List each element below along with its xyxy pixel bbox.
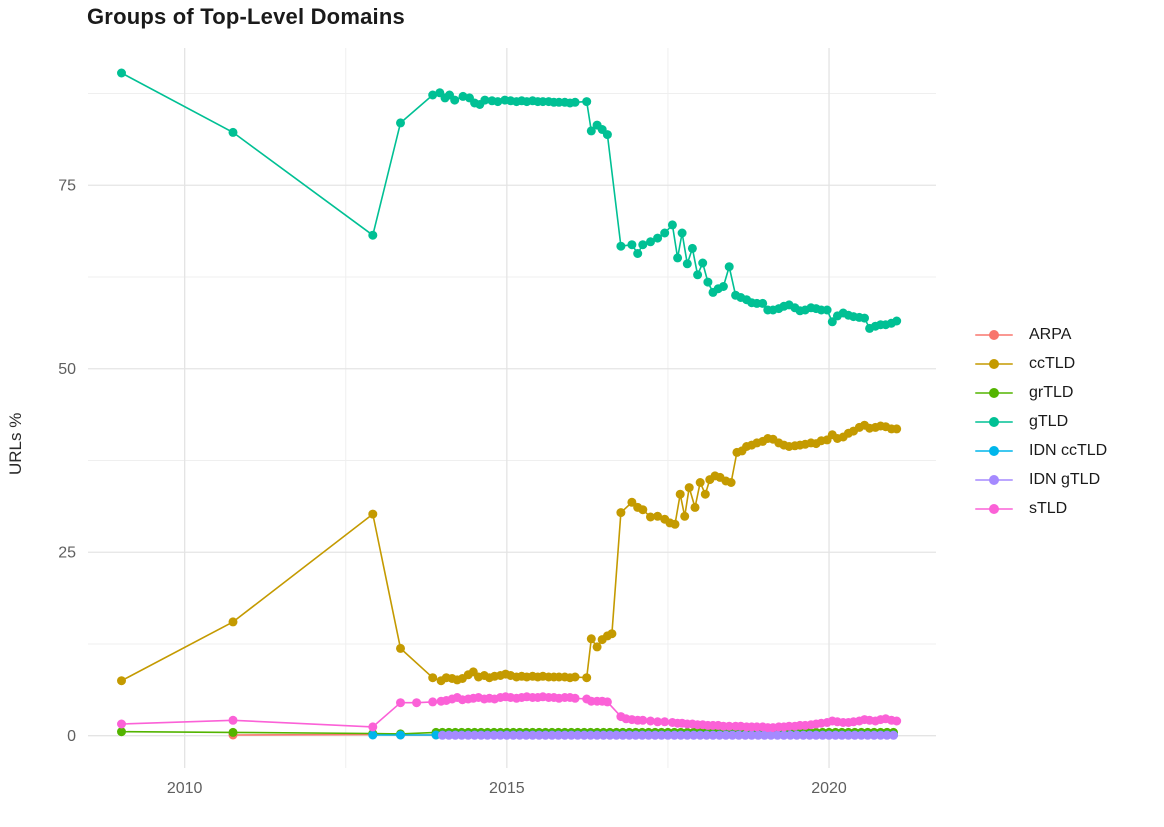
y-tick-label: 50 <box>58 361 76 378</box>
legend-item-grtld: grTLD <box>975 378 1107 407</box>
legend-key-arpa <box>975 328 1013 342</box>
x-tick-label: 2015 <box>489 780 525 797</box>
legend-key-grtld <box>975 386 1013 400</box>
x-tick-label: 2010 <box>167 780 203 797</box>
legend-key-idn-cctld <box>975 444 1013 458</box>
legend-label: gTLD <box>1029 412 1069 430</box>
legend-label: IDN ccTLD <box>1029 441 1108 459</box>
legend-label: ccTLD <box>1029 354 1076 372</box>
legend-label: grTLD <box>1029 383 1074 401</box>
legend-item-stld: sTLD <box>975 494 1107 523</box>
legend-key-stld <box>975 502 1013 516</box>
legend-key-idn-gtld <box>975 473 1013 487</box>
legend-key-cctld <box>975 357 1013 371</box>
legend-item-gtld: gTLD <box>975 407 1107 436</box>
legend-item-cctld: ccTLD <box>975 349 1107 378</box>
y-tick-label: 25 <box>58 545 76 562</box>
legend-key-gtld <box>975 415 1013 429</box>
y-tick-label: 0 <box>67 728 76 745</box>
legend-item-idn-cctld: IDN ccTLD <box>975 436 1107 465</box>
legend-label: ARPA <box>1029 325 1072 343</box>
x-tick-label: 2020 <box>811 780 847 797</box>
legend-item-arpa: ARPA <box>975 320 1107 349</box>
chart-title: Groups of Top-Level Domains <box>87 4 405 29</box>
y-tick-label: 75 <box>58 178 76 195</box>
legend: ARPA ccTLD grTLD gTLD IDN ccTLD IDN gTLD… <box>975 320 1107 523</box>
legend-label: sTLD <box>1029 499 1068 517</box>
legend-item-idn-gtld: IDN gTLD <box>975 465 1107 494</box>
legend-label: IDN gTLD <box>1029 470 1101 488</box>
